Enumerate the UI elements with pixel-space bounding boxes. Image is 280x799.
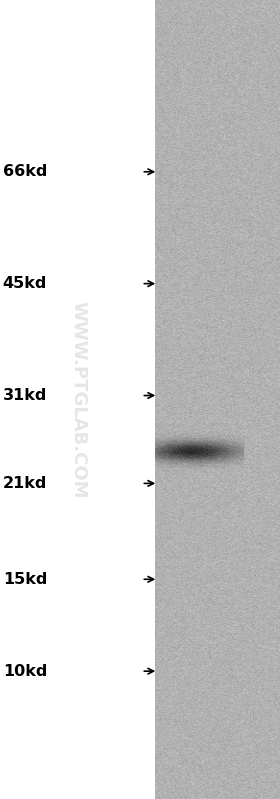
Text: WWW.PTGLAB.COM: WWW.PTGLAB.COM — [69, 300, 87, 499]
Text: 45kd: 45kd — [3, 276, 47, 291]
Text: 21kd: 21kd — [3, 476, 47, 491]
Text: 66kd: 66kd — [3, 165, 47, 179]
Text: 31kd: 31kd — [3, 388, 47, 403]
Text: 10kd: 10kd — [3, 664, 47, 678]
Text: 15kd: 15kd — [3, 572, 47, 586]
